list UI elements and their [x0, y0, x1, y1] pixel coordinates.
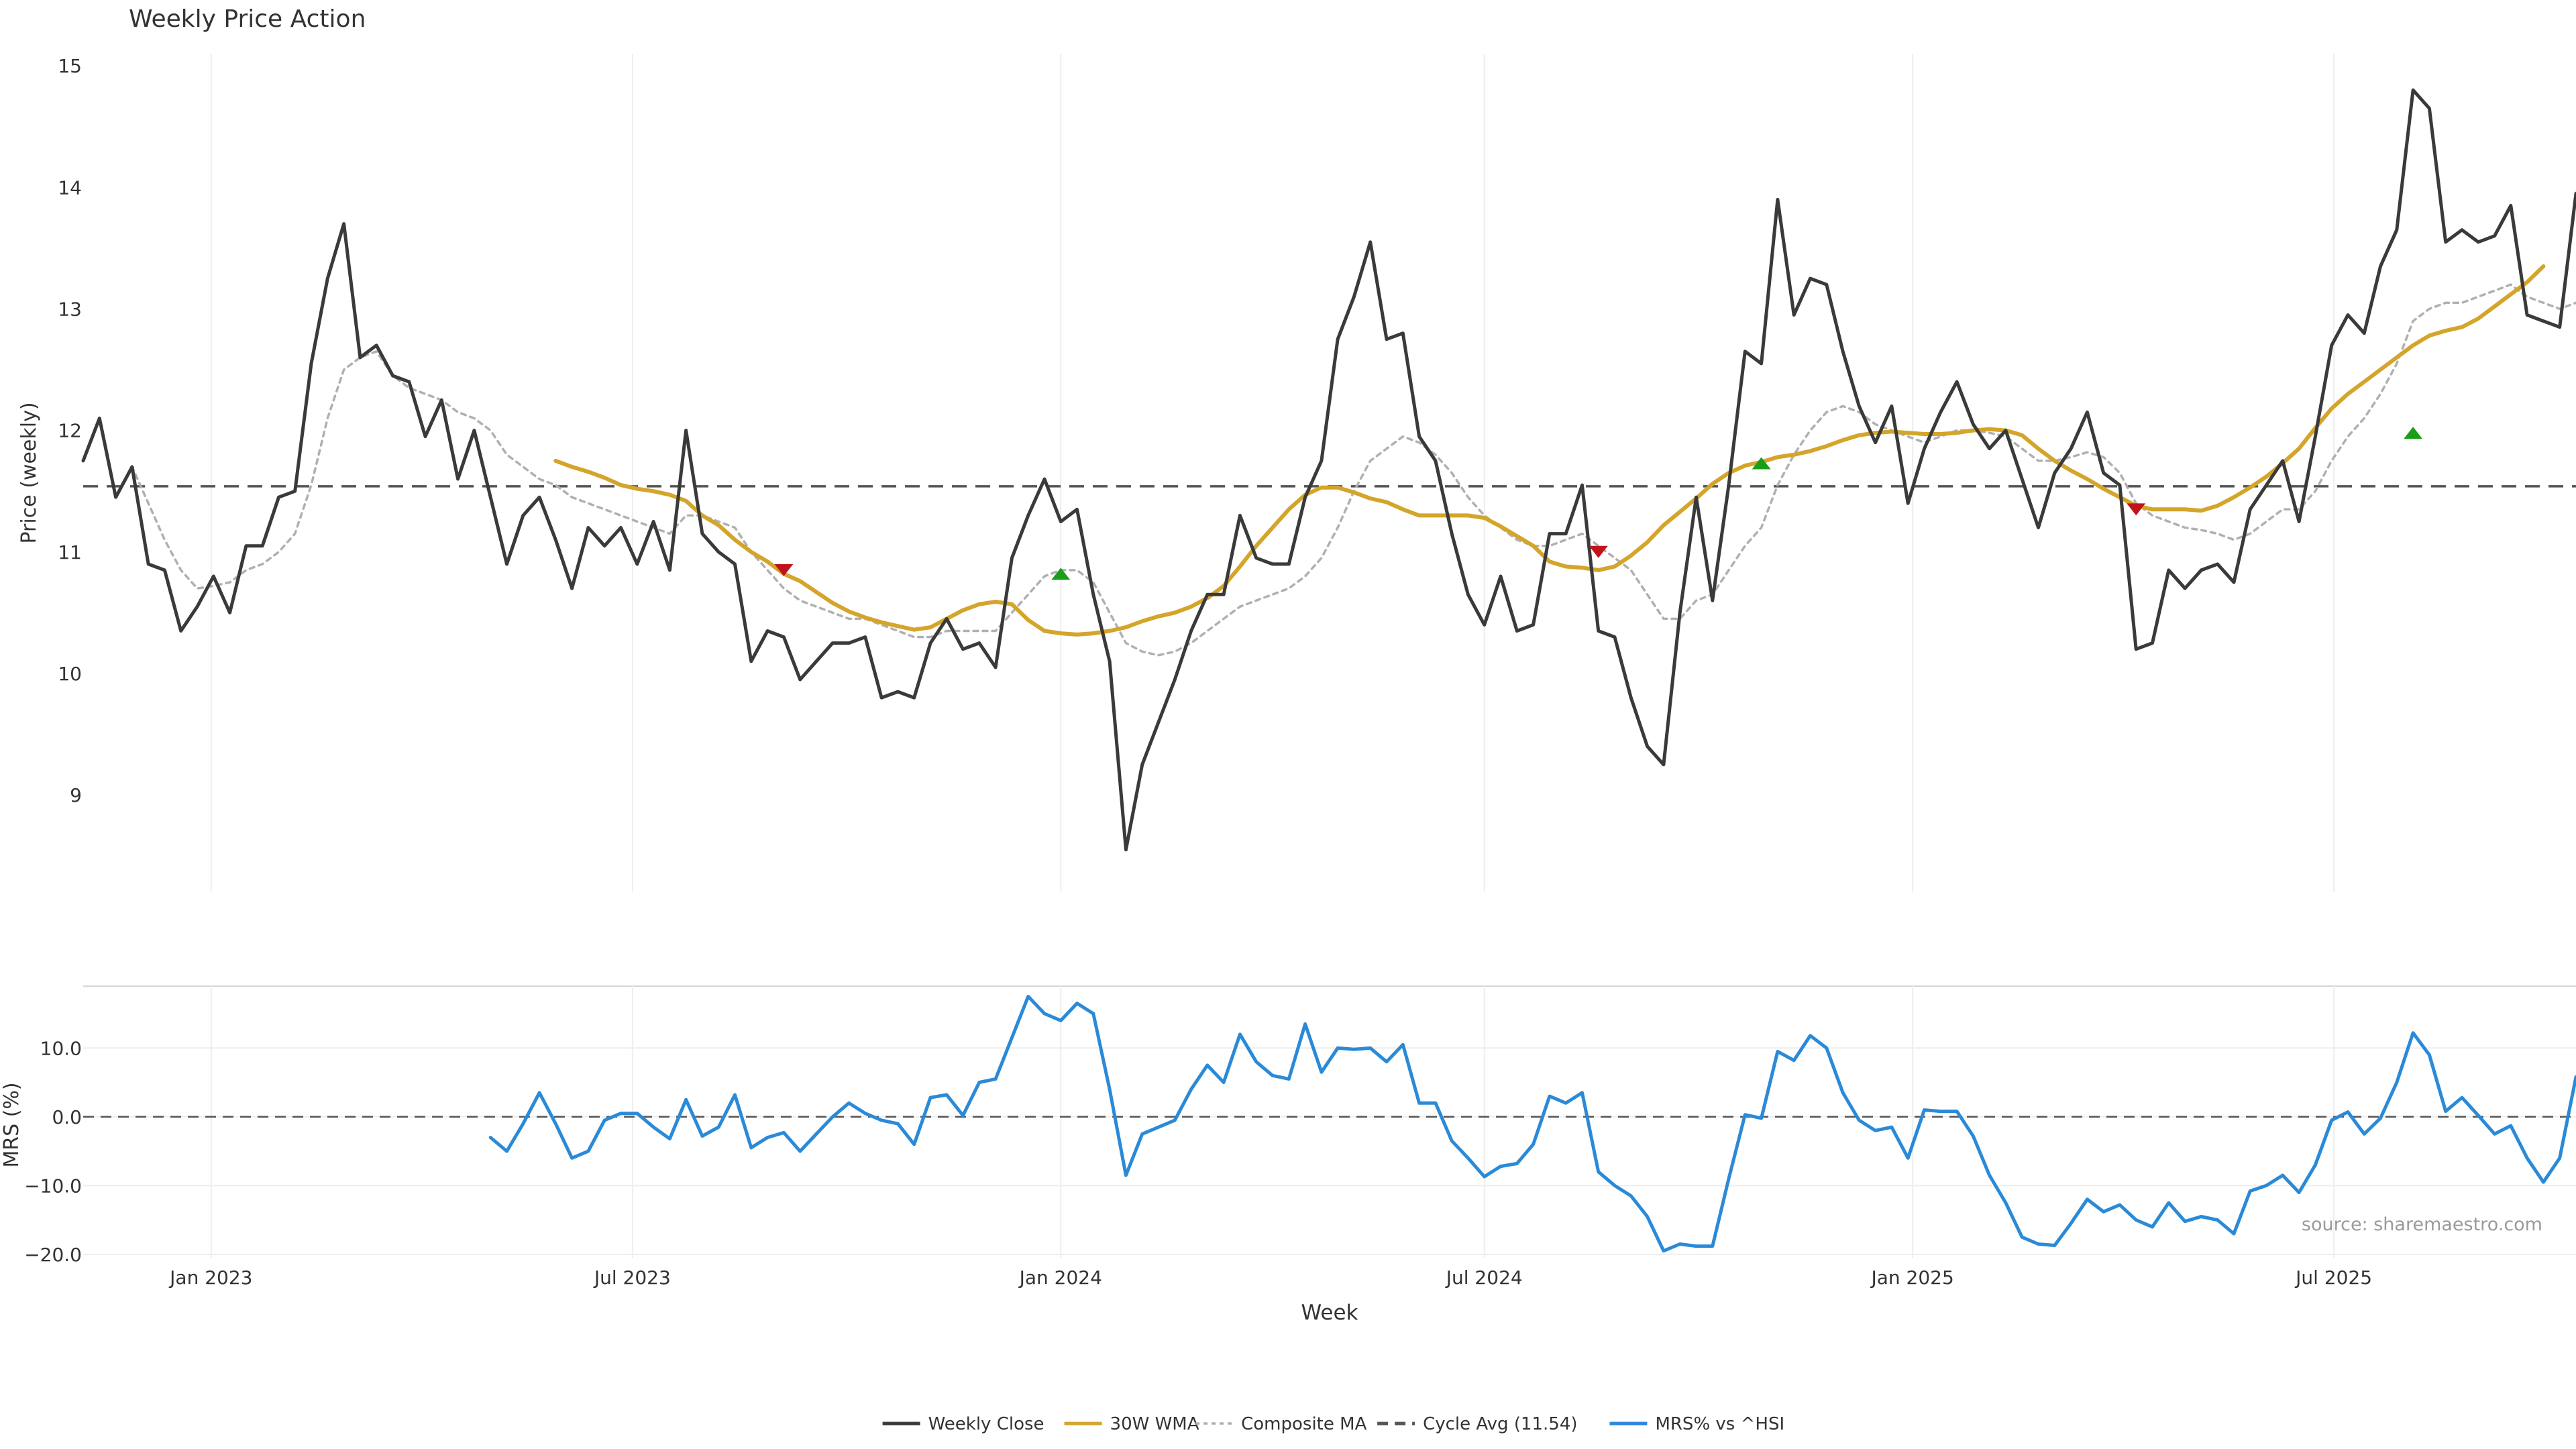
legend-label: Cycle Avg (11.54)	[1423, 1414, 1577, 1434]
price-y-tick-label: 14	[58, 176, 82, 199]
price-y-tick-label: 12	[58, 420, 82, 442]
buy-signal-marker	[2404, 427, 2423, 439]
price-series-group	[81, 88, 2576, 852]
mrs-y-tick-label: 0.0	[52, 1106, 82, 1128]
mrs-y-ticks: 10.0 0.0 −10.0 −20.0	[24, 1037, 82, 1266]
mrs-series-group	[488, 994, 2576, 1253]
x-tick-label: Jul 2025	[2294, 1267, 2372, 1289]
composite-ma-line	[82, 283, 2576, 657]
x-tick-label: Jan 2025	[1870, 1267, 1953, 1289]
price-gridlines	[210, 54, 2335, 892]
buy-signal-marker	[1752, 457, 1771, 470]
price-panel: 9 10 11 12 13 14 15 Weekly Price Action Price …	[17, 5, 2576, 892]
price-y-tick-label: 9	[70, 784, 82, 806]
x-tick-label: Jul 2023	[593, 1267, 671, 1289]
x-tick-label: Jan 2024	[1018, 1267, 1102, 1289]
legend-label: Weekly Close	[928, 1414, 1044, 1434]
mrs-y-axis-label: MRS (%)	[0, 1082, 23, 1167]
x-tick-label: Jul 2024	[1445, 1267, 1523, 1289]
legend-label: 30W WMA	[1110, 1414, 1199, 1434]
mrs-y-tick-label: 10.0	[40, 1037, 82, 1059]
chart-title: Weekly Price Action	[129, 5, 366, 33]
weekly-close-line	[81, 88, 2576, 852]
mrs-y-tick-label: −10.0	[24, 1175, 82, 1197]
buy-signal-marker	[1051, 568, 1071, 580]
source-note: source: sharemaestro.com	[2302, 1214, 2542, 1235]
signal-markers	[774, 427, 2423, 580]
price-y-tick-label: 15	[58, 55, 82, 77]
mrs-line	[488, 994, 2576, 1253]
sell-signal-marker	[1589, 545, 1608, 558]
30w-wma-line	[553, 264, 2546, 637]
x-axis-label: Week	[1301, 1301, 1358, 1325]
mrs-y-tick-label: −20.0	[24, 1244, 82, 1266]
mrs-panel: 10.00.0−10.0−20.0 Jan 2023 Jul 2023 Jan 20…	[0, 985, 2576, 1325]
x-tick-label: Jan 2023	[168, 1267, 252, 1289]
price-y-tick-label: 11	[58, 541, 82, 564]
legend: Weekly Close 30W WMA Composite MA Cycle Avg…	[882, 1414, 1784, 1434]
price-y-axis-label: Price (weekly)	[17, 402, 41, 543]
price-y-ticks: 9 10 11 12 13 14 15	[58, 55, 82, 806]
price-y-tick-label: 13	[58, 298, 82, 320]
sell-signal-marker	[2127, 503, 2146, 516]
legend-label: Composite MA	[1241, 1414, 1366, 1434]
x-ticks: Jan 2023 Jul 2023 Jan 2024 Jul 2024 Jan 2025…	[168, 1267, 2372, 1289]
legend-label: MRS% vs ^HSI	[1655, 1414, 1784, 1434]
price-y-tick-label: 10	[58, 663, 82, 685]
sell-signal-marker	[774, 564, 794, 576]
